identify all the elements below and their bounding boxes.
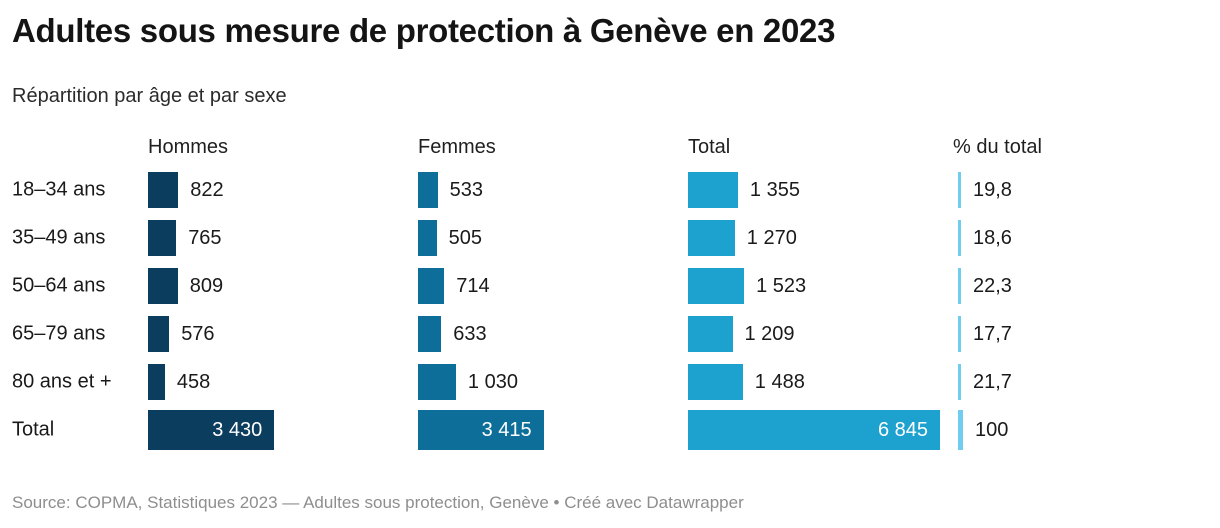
total-value: 1 355 <box>749 178 800 201</box>
table-row: 50–64 ans 809 714 1 523 22,3 <box>0 262 1220 310</box>
row-label: Total <box>12 418 55 441</box>
table-row-total: Total 3 430 3 415 6 845 100 <box>0 406 1220 454</box>
column-header-femmes: Femmes <box>418 136 496 158</box>
footer-notes: Adultes sous protection, Genève <box>303 493 549 512</box>
femmes-total-bar: 3 415 <box>418 410 544 450</box>
pct-value: 17,7 <box>973 322 1012 345</box>
total-value: 1 523 <box>756 274 807 297</box>
total-bar <box>688 172 738 208</box>
pct-value: 18,6 <box>973 226 1012 249</box>
hommes-total-bar: 3 430 <box>148 410 275 450</box>
femmes-bar <box>418 172 438 208</box>
row-label: 50–64 ans <box>12 274 106 297</box>
chart-footer: Source: COPMA, Statistiques 2023 — Adult… <box>12 493 744 513</box>
row-label: 80 ans et + <box>12 370 112 393</box>
datawrapper-credit-link[interactable]: Créé avec Datawrapper <box>564 493 744 512</box>
femmes-bar <box>418 268 445 304</box>
hommes-bar <box>148 268 178 304</box>
femmes-value: 533 <box>449 178 483 201</box>
source-label: Source: <box>12 493 71 512</box>
table-row: 18–34 ans 822 533 1 355 19,8 <box>0 166 1220 214</box>
table-row: 65–79 ans 576 633 1 209 17,7 <box>0 310 1220 358</box>
source-text: COPMA, Statistiques 2023 <box>75 493 278 512</box>
hommes-value: 822 <box>190 178 224 201</box>
table-body: 18–34 ans 822 533 1 355 19,8 35–49 ans 7… <box>0 166 1220 454</box>
femmes-bar <box>418 220 437 256</box>
total-total-bar: 6 845 <box>688 410 940 450</box>
pct-bar <box>958 364 961 400</box>
hommes-value: 576 <box>181 322 215 345</box>
total-bar <box>688 364 743 400</box>
pct-bar <box>958 172 961 208</box>
pct-bar <box>958 220 961 256</box>
femmes-value: 505 <box>448 226 482 249</box>
hommes-bar <box>148 172 179 208</box>
column-header-pct: % du total <box>953 136 1042 158</box>
pct-bar <box>958 316 961 352</box>
total-value: 1 209 <box>744 322 795 345</box>
chart-title: Adultes sous mesure de protection à Genè… <box>12 12 836 49</box>
femmes-value: 714 <box>456 274 490 297</box>
pct-bar <box>958 268 961 304</box>
table-row: 35–49 ans 765 505 1 270 18,6 <box>0 214 1220 262</box>
table-row: 80 ans et + 458 1 030 1 488 21,7 <box>0 358 1220 406</box>
hommes-bar <box>148 316 170 352</box>
total-value: 1 270 <box>746 226 797 249</box>
column-header-total: Total <box>688 136 731 158</box>
hommes-bar <box>148 364 165 400</box>
pct-value: 100 <box>975 418 1009 441</box>
chart-subtitle: Répartition par âge et par sexe <box>12 85 287 107</box>
femmes-total-value: 3 415 <box>481 418 532 441</box>
hommes-value: 809 <box>189 274 224 297</box>
pct-bar <box>958 410 963 450</box>
hommes-bar <box>148 220 177 256</box>
column-header-hommes: Hommes <box>148 136 229 158</box>
pct-value: 21,7 <box>973 370 1012 393</box>
hommes-value: 765 <box>188 226 222 249</box>
row-label: 35–49 ans <box>12 226 106 249</box>
row-label: 65–79 ans <box>12 322 106 345</box>
footer-dash: — <box>282 493 300 512</box>
hommes-value: 458 <box>176 370 211 393</box>
total-total-value: 6 845 <box>877 418 928 441</box>
pct-value: 22,3 <box>973 274 1012 297</box>
total-value: 1 488 <box>754 370 805 393</box>
hommes-total-value: 3 430 <box>212 418 263 441</box>
pct-value: 19,8 <box>973 178 1012 201</box>
total-bar <box>688 268 745 304</box>
femmes-bar <box>418 316 442 352</box>
femmes-bar <box>418 364 456 400</box>
femmes-value: 1 030 <box>467 370 518 393</box>
total-bar <box>688 316 733 352</box>
row-label: 18–34 ans <box>12 178 106 201</box>
footer-bullet: • <box>553 493 560 512</box>
femmes-value: 633 <box>453 322 487 345</box>
total-bar <box>688 220 735 256</box>
